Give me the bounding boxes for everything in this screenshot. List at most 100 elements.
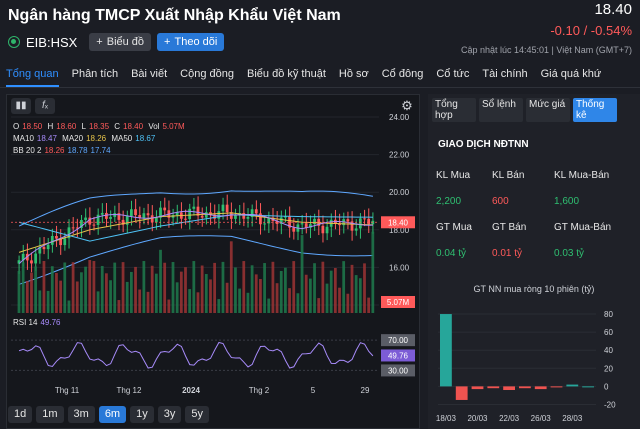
volume-values-row: 2,200 600 1,600 [428, 196, 640, 207]
volume-bar [292, 261, 296, 313]
volume-bar [80, 272, 83, 313]
volume-bar [358, 278, 362, 313]
candle-body [159, 207, 162, 218]
candle-body [105, 212, 108, 219]
volume-tag: 5.07M [387, 298, 410, 307]
range-button-3y[interactable]: 3y [157, 406, 182, 423]
ma10-label: MA10 [13, 134, 34, 143]
sell-volume-label: KL Bán [492, 170, 525, 181]
volume-bar [117, 300, 121, 313]
price-tick-label: 20.00 [389, 188, 410, 197]
rsi-value-tag: 49.76 [388, 351, 409, 360]
volume-bar [354, 275, 358, 313]
tab-8[interactable]: Tài chính [482, 68, 528, 80]
price-chart[interactable]: ▮▮ fₓ ⚙ O 18.50 H 18.60 L 18.35 C 18.40 Vol 5… [6, 94, 420, 429]
follow-button[interactable]: + Theo dõi [157, 33, 225, 51]
volume-bar [346, 293, 350, 313]
volume-bar [175, 282, 179, 313]
x-tick-label: 5 [311, 386, 316, 395]
tab-0[interactable]: Tổng quan [6, 64, 59, 87]
volume-bar [279, 270, 283, 313]
candle-body [71, 227, 75, 229]
candle-body [346, 219, 350, 222]
tab-6[interactable]: Cổ đông [381, 68, 424, 80]
volume-bar [225, 282, 229, 313]
candle-body [242, 212, 246, 219]
ma20-label: MA20 [62, 134, 84, 143]
volume-bar [196, 292, 200, 313]
tab-3[interactable]: Cộng đồng [180, 68, 234, 80]
bollinger-lower-line [18, 235, 373, 285]
candle-body [288, 216, 291, 228]
sell-volume-value: 600 [492, 196, 509, 207]
o-label: O [13, 122, 20, 131]
side-tab-2[interactable]: Mức giá [526, 98, 570, 122]
net-buy-bar [550, 386, 563, 388]
volume-bar [46, 290, 50, 313]
rsi-30-tag: 30.00 [388, 366, 409, 375]
x-tick-label: Thg 2 [249, 386, 270, 395]
chart-button[interactable]: + Biểu đồ [89, 33, 152, 51]
volume-bar [267, 298, 271, 313]
side-tab-1[interactable]: Sổ lệnh [479, 98, 523, 122]
volume-bar [92, 261, 96, 313]
volume-bar [363, 263, 366, 313]
rsi-label: RSI 14 [13, 318, 38, 327]
function-icon[interactable]: fₓ [35, 98, 55, 114]
tab-5[interactable]: Hồ sơ [338, 68, 369, 80]
volume-bar [96, 291, 100, 313]
net-buy-bar [582, 386, 594, 388]
range-button-1m[interactable]: 1m [36, 406, 64, 423]
candle-body [138, 215, 142, 219]
volume-bar [129, 271, 133, 313]
candle-body [259, 213, 262, 225]
range-button-5y[interactable]: 5y [185, 406, 209, 423]
candle-body [30, 260, 33, 264]
volume-bar [304, 274, 308, 313]
volume-bar [217, 299, 221, 313]
net-buy-chart: 80 60 40 20 0 -20 18/03 20/03 22/03 26/03 28/03 [436, 310, 616, 423]
volume-bar [204, 274, 208, 313]
tab-4[interactable]: Biểu đồ kỹ thuật [247, 68, 326, 80]
header: Ngân hàng TMCP Xuất Nhập Khẩu Việt Nam 1… [0, 0, 640, 62]
l-label: L [81, 122, 86, 131]
side-tab-3[interactable]: Thống kê [573, 98, 617, 122]
updated-time: Cập nhật lúc 14:45:01 | Việt Nam (GMT+7) [460, 45, 632, 55]
candles-icon[interactable]: ▮▮ [11, 98, 31, 114]
volume-bar [313, 263, 316, 313]
volume-bar [300, 235, 304, 313]
bar-x-tick: 18/03 [436, 414, 457, 423]
main-nav: Tổng quan Phân tích Bài viết Cộng đồng Biểu … [0, 64, 640, 88]
candle-body [129, 209, 133, 216]
tab-7[interactable]: Cổ tức [436, 68, 470, 80]
tab-9[interactable]: Giá quá khứ [540, 68, 602, 80]
range-button-6m[interactable]: 6m [98, 406, 127, 423]
volume-bar [367, 297, 371, 313]
candle-body [75, 227, 79, 229]
volume-bar [21, 262, 25, 313]
volume-bar [88, 259, 92, 313]
ma50-value: 18.67 [135, 134, 156, 143]
volume-bar [67, 300, 71, 313]
buy-volume-value: 2,200 [436, 196, 462, 207]
side-tab-0[interactable]: Tổng hợp [432, 98, 476, 122]
c-label: C [114, 122, 121, 131]
rsi-line [18, 341, 374, 369]
volume-bar [179, 271, 183, 313]
company-name: Ngân hàng TMCP Xuất Nhập Khẩu Việt Nam [8, 7, 341, 24]
tab-2[interactable]: Bài viết [131, 68, 168, 80]
range-button-1y[interactable]: 1y [130, 406, 154, 423]
volume-bar [271, 261, 275, 313]
volume-bar [192, 261, 196, 313]
gear-icon[interactable]: ⚙ [401, 98, 413, 113]
tab-1[interactable]: Phân tích [71, 68, 119, 80]
range-button-1d[interactable]: 1d [8, 406, 33, 423]
volume-bar [125, 281, 129, 313]
bb-lower-value: 17.74 [90, 146, 111, 155]
volume-bar [329, 270, 333, 313]
range-button-3m[interactable]: 3m [67, 406, 95, 423]
volume-bar [50, 266, 54, 313]
volume-bar [333, 267, 337, 313]
buy-value-value: 0.04 tỷ [436, 248, 467, 259]
volume-bar [38, 290, 42, 313]
